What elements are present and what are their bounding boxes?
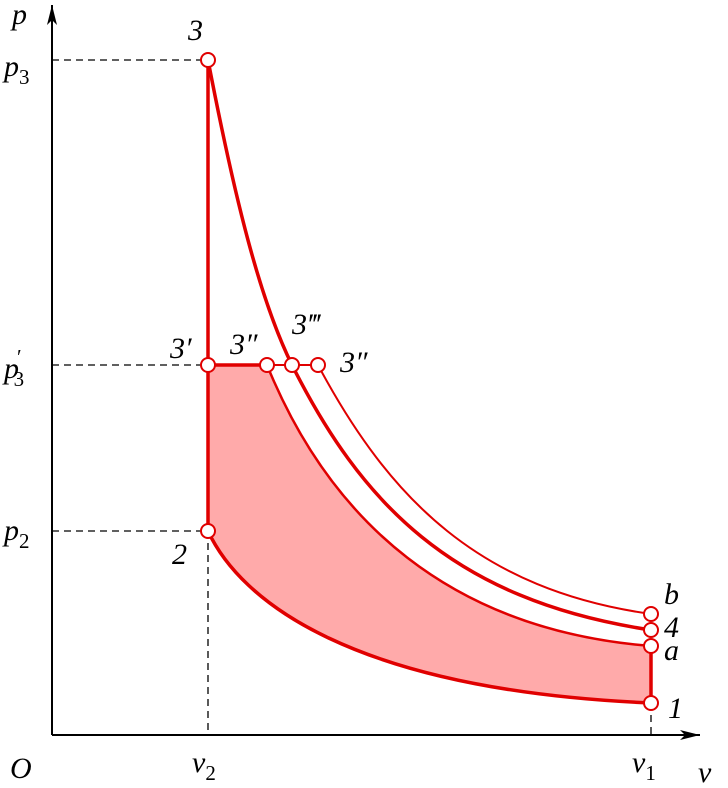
x-label: v2 bbox=[192, 746, 216, 785]
point-label: 2 bbox=[172, 538, 187, 571]
point-label: 4 bbox=[664, 611, 679, 644]
guides bbox=[52, 59, 652, 735]
origin-label: O bbox=[10, 752, 32, 785]
x-label: v1 bbox=[632, 746, 656, 785]
x-axis-name: v bbox=[698, 756, 712, 788]
point-label: 3‴ bbox=[291, 308, 322, 341]
point-label: a bbox=[664, 634, 679, 667]
processes bbox=[206, 59, 653, 705]
point-label: 3″ bbox=[339, 346, 368, 379]
y-label: p′ 3 bbox=[2, 345, 24, 391]
point-markers bbox=[200, 52, 659, 711]
work-area bbox=[208, 365, 651, 703]
y-label: p3 bbox=[2, 50, 30, 89]
point-label: 3 bbox=[187, 14, 203, 47]
point-label: 3′ bbox=[169, 332, 192, 365]
y-axis-name: p bbox=[10, 0, 27, 31]
point-label: 1 bbox=[668, 692, 683, 725]
y-label: p2 bbox=[2, 514, 30, 553]
point-label: 3″ bbox=[229, 328, 258, 361]
point-label: b bbox=[664, 578, 679, 611]
